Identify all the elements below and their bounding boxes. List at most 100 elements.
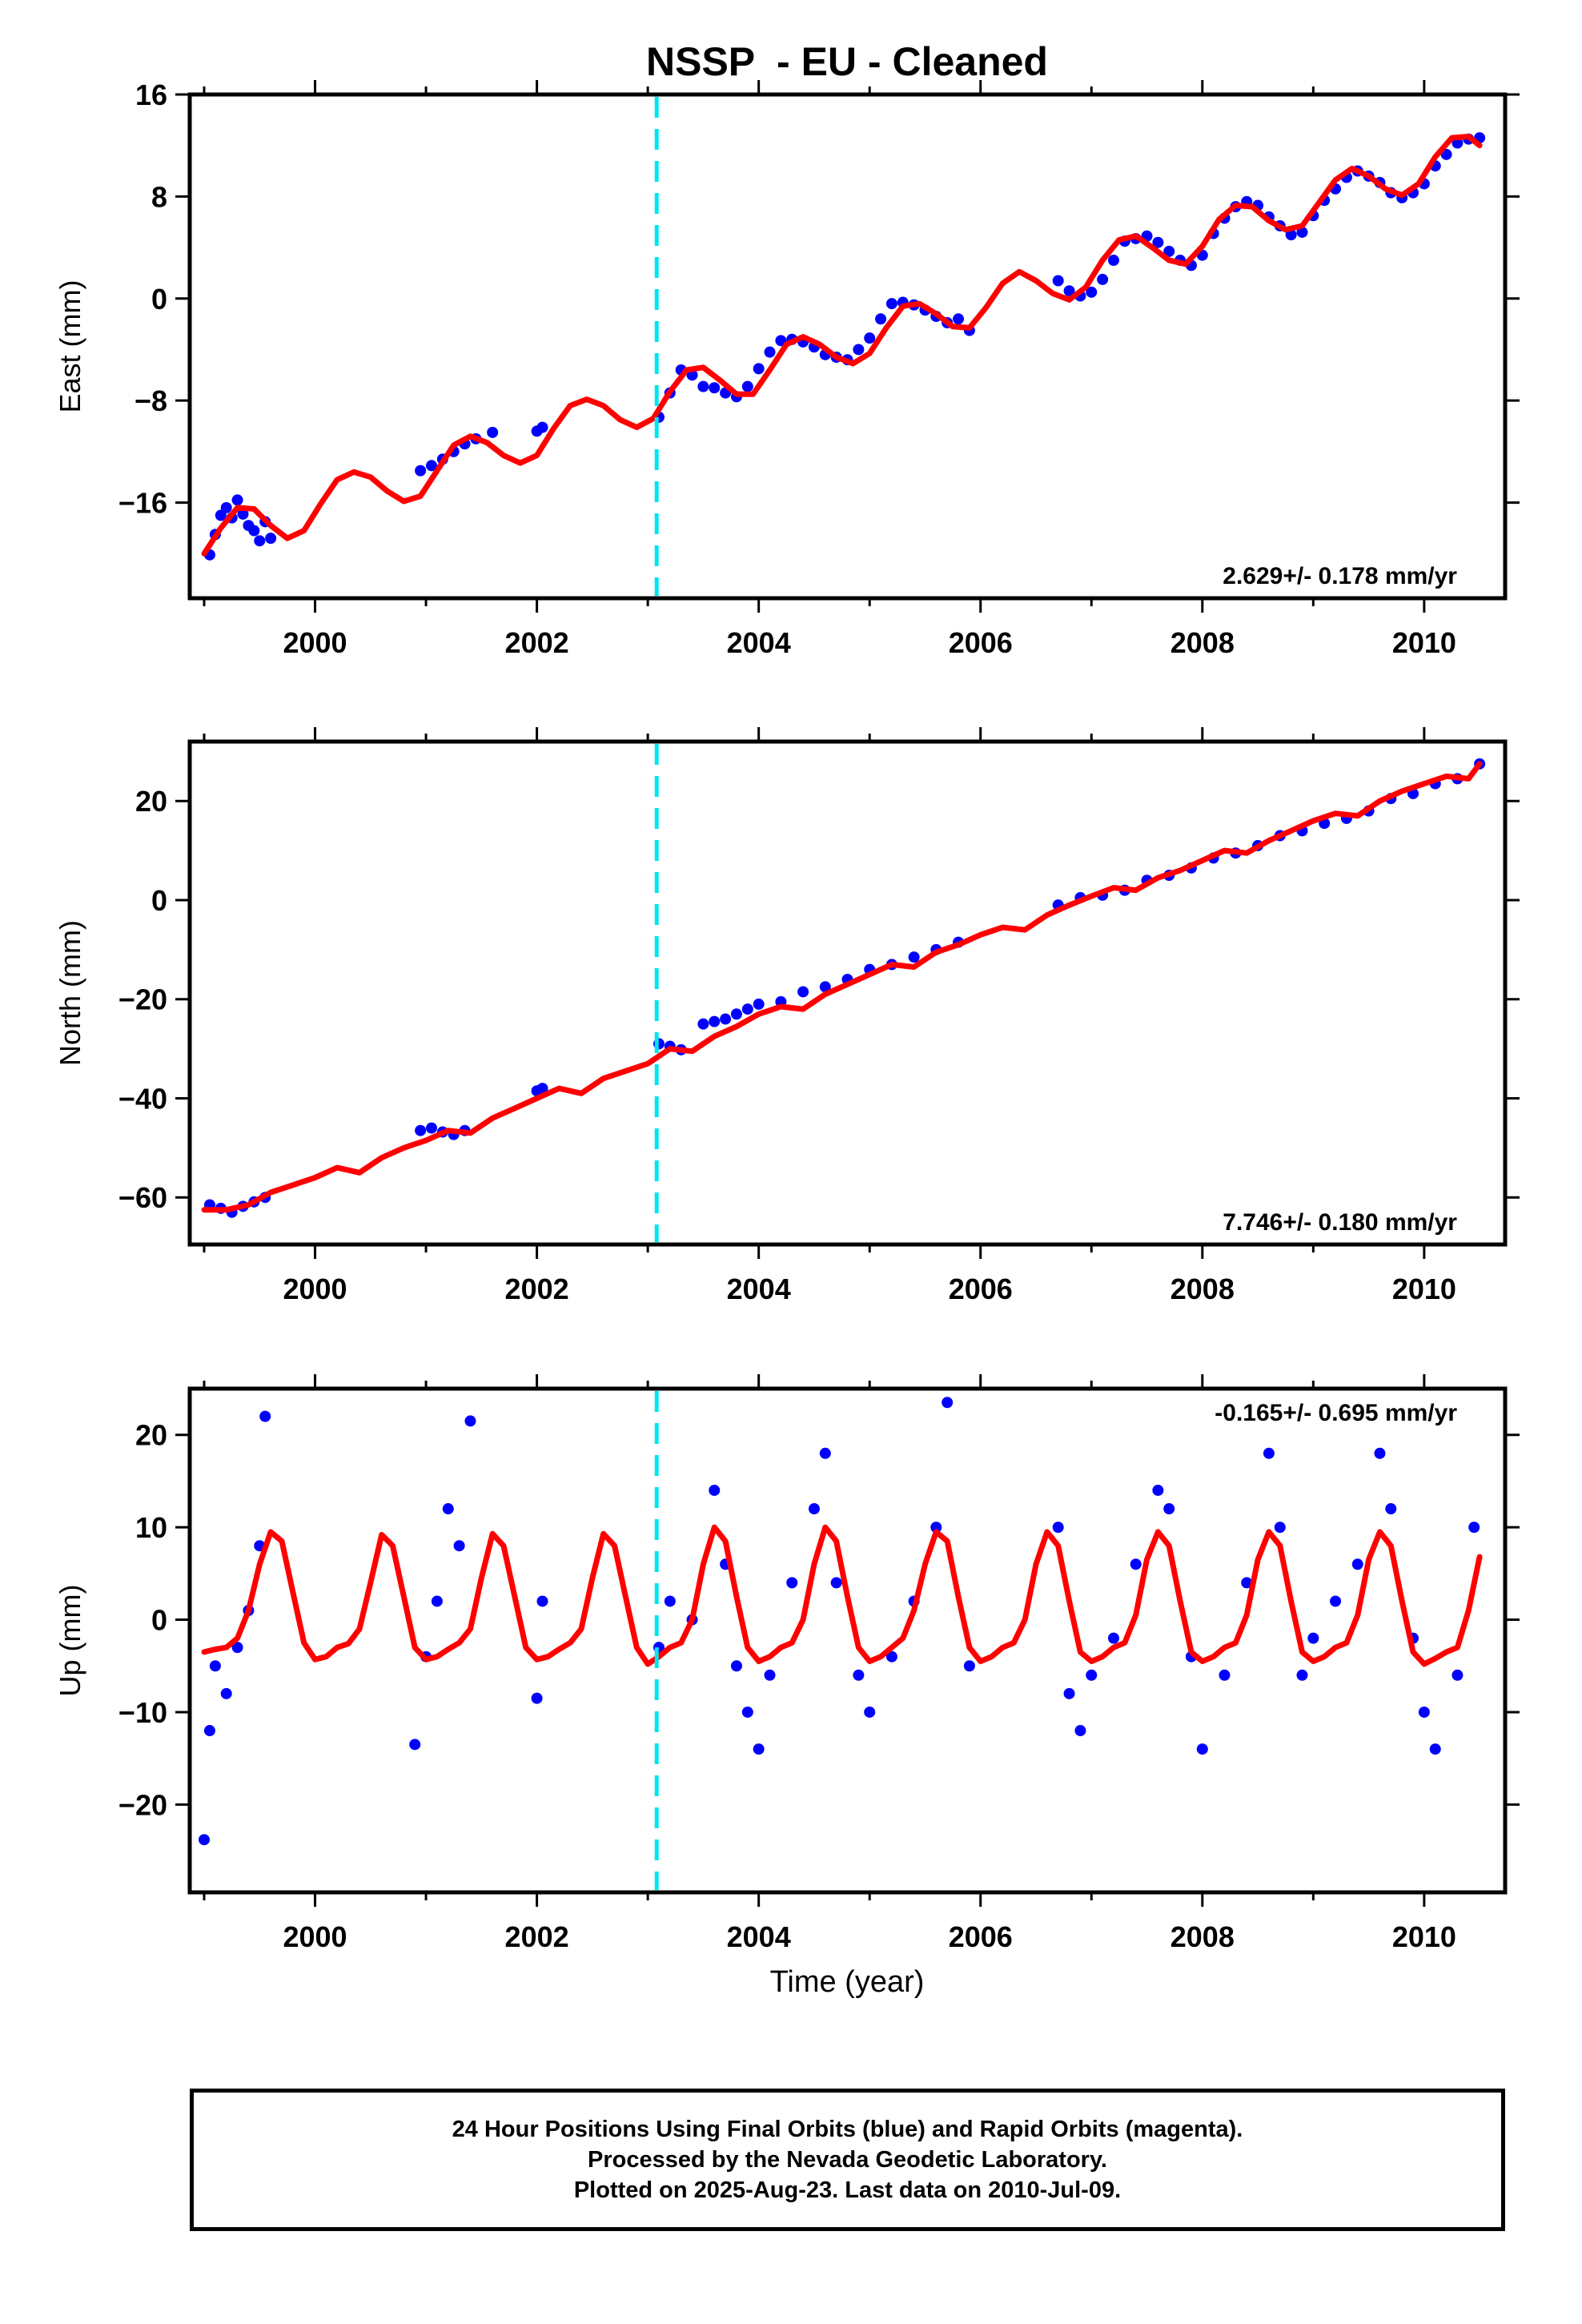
up-data-point [830, 1577, 842, 1589]
up-y-tick-label-1: −10 [118, 1696, 167, 1729]
up-data-point [464, 1415, 476, 1427]
east-data-point [265, 533, 277, 545]
east-data-point [1097, 273, 1109, 285]
up-data-point [536, 1595, 548, 1607]
north-x-tick-label-2004: 2004 [727, 1273, 791, 1305]
x-axis-label: Time (year) [770, 1965, 925, 1999]
north-data-point [741, 1003, 753, 1015]
east-data-point [415, 464, 427, 476]
east-data-point [1052, 275, 1064, 287]
east-data-point [953, 313, 965, 325]
east-data-point [231, 494, 243, 506]
east-data-point [254, 535, 266, 547]
east-data-point [753, 363, 765, 375]
north-panel: 2000 2002 2004 2006 2008 2010 −60 −40 −20 0 20 Nort… [54, 727, 1520, 1305]
up-data-point [453, 1540, 465, 1552]
up-data-point [1296, 1669, 1308, 1681]
east-data-point [741, 380, 753, 392]
up-y-axis-label: Up (mm) [54, 1585, 86, 1697]
up-data-point [864, 1706, 876, 1718]
east-x-tick-label-2002: 2002 [505, 626, 569, 659]
up-data-point [741, 1706, 753, 1718]
east-y-tick-label-2: 0 [151, 283, 167, 316]
caption-line-processor: Processed by the Nevada Geodetic Laborat… [588, 2147, 1107, 2173]
up-data-point [1107, 1632, 1119, 1644]
up-data-point [1052, 1522, 1064, 1534]
east-data-point [426, 460, 438, 472]
east-x-tick-label-2000: 2000 [283, 626, 347, 659]
up-x-tick-label-2004: 2004 [727, 1920, 791, 1953]
up-rate-label: -0.165+/- 0.695 mm/yr [1215, 1400, 1457, 1426]
up-panel: 2000 2002 2004 2006 2008 2010 −20 −10 0 10 20 Up (m… [54, 1374, 1520, 1953]
up-data-point [930, 1522, 942, 1534]
up-y-tick-label-2: 0 [151, 1604, 167, 1637]
up-data-point [942, 1397, 954, 1409]
up-data-point [709, 1484, 721, 1496]
north-data-point [753, 998, 765, 1010]
up-data-point [531, 1692, 543, 1704]
up-data-point [1385, 1503, 1397, 1515]
east-x-tick-label-2006: 2006 [949, 626, 1013, 659]
up-data-point [664, 1595, 676, 1607]
east-data-point [220, 501, 232, 513]
up-data-point [1429, 1743, 1441, 1755]
up-data-point [1263, 1447, 1275, 1459]
north-y-tick-label-3: 0 [151, 884, 167, 917]
east-y-tick-label-0: −16 [118, 487, 167, 520]
up-data-point [231, 1642, 243, 1654]
up-data-point [730, 1660, 742, 1672]
up-data-point [1074, 1725, 1086, 1737]
east-data-point [875, 313, 887, 325]
up-data-point [1163, 1503, 1175, 1515]
up-data-point [199, 1834, 211, 1846]
north-y-tick-label-0: −60 [118, 1181, 167, 1214]
up-x-tick-label-2006: 2006 [949, 1920, 1013, 1953]
up-data-point [963, 1660, 975, 1672]
north-data-layer [201, 758, 1486, 1218]
north-x-tick-label-2008: 2008 [1170, 1273, 1235, 1305]
east-data-point [237, 508, 249, 520]
up-data-point [431, 1595, 443, 1607]
north-rate-label: 7.746+/- 0.180 mm/yr [1223, 1209, 1457, 1236]
east-data-point [764, 346, 776, 358]
east-data-point [885, 298, 897, 310]
north-data-point [797, 986, 809, 998]
up-data-point [220, 1687, 232, 1699]
east-x-tick-label-2008: 2008 [1170, 626, 1235, 659]
north-data-point [426, 1122, 438, 1134]
up-data-point [1418, 1706, 1430, 1718]
up-data-layer [199, 1397, 1483, 1846]
east-panel: 2000 2002 2004 2006 2008 2010 −16 −8 0 8 16 East (m… [54, 78, 1520, 659]
up-fit-line [201, 1524, 1483, 1667]
east-data-point [1285, 229, 1297, 241]
up-data-point [203, 1725, 215, 1737]
north-x-tick-label-2002: 2002 [505, 1273, 569, 1305]
up-data-point [1374, 1447, 1386, 1459]
up-data-point [1468, 1522, 1480, 1534]
north-data-point [908, 951, 920, 963]
north-data-point [720, 1013, 732, 1025]
up-data-point [1307, 1632, 1319, 1644]
east-data-point [1086, 286, 1098, 298]
north-data-point [819, 981, 831, 993]
up-data-point [1063, 1687, 1075, 1699]
north-data-point [730, 1008, 742, 1020]
north-y-axis-label: North (mm) [54, 920, 86, 1066]
east-plot-frame [187, 92, 1508, 601]
up-data-point [1452, 1669, 1464, 1681]
up-data-point [819, 1447, 831, 1459]
east-data-point [864, 332, 876, 344]
east-data-layer [201, 132, 1486, 561]
north-data-point [536, 1083, 548, 1095]
up-data-point [1086, 1669, 1098, 1681]
up-data-point [753, 1743, 765, 1755]
up-data-point [1196, 1743, 1208, 1755]
up-data-point [442, 1503, 454, 1515]
up-data-point [409, 1739, 421, 1751]
up-x-tick-label-2010: 2010 [1392, 1920, 1456, 1953]
up-x-tick-label-2008: 2008 [1170, 1920, 1235, 1953]
up-y-tick-label-0: −20 [118, 1788, 167, 1821]
east-x-tick-label-2010: 2010 [1392, 626, 1456, 659]
